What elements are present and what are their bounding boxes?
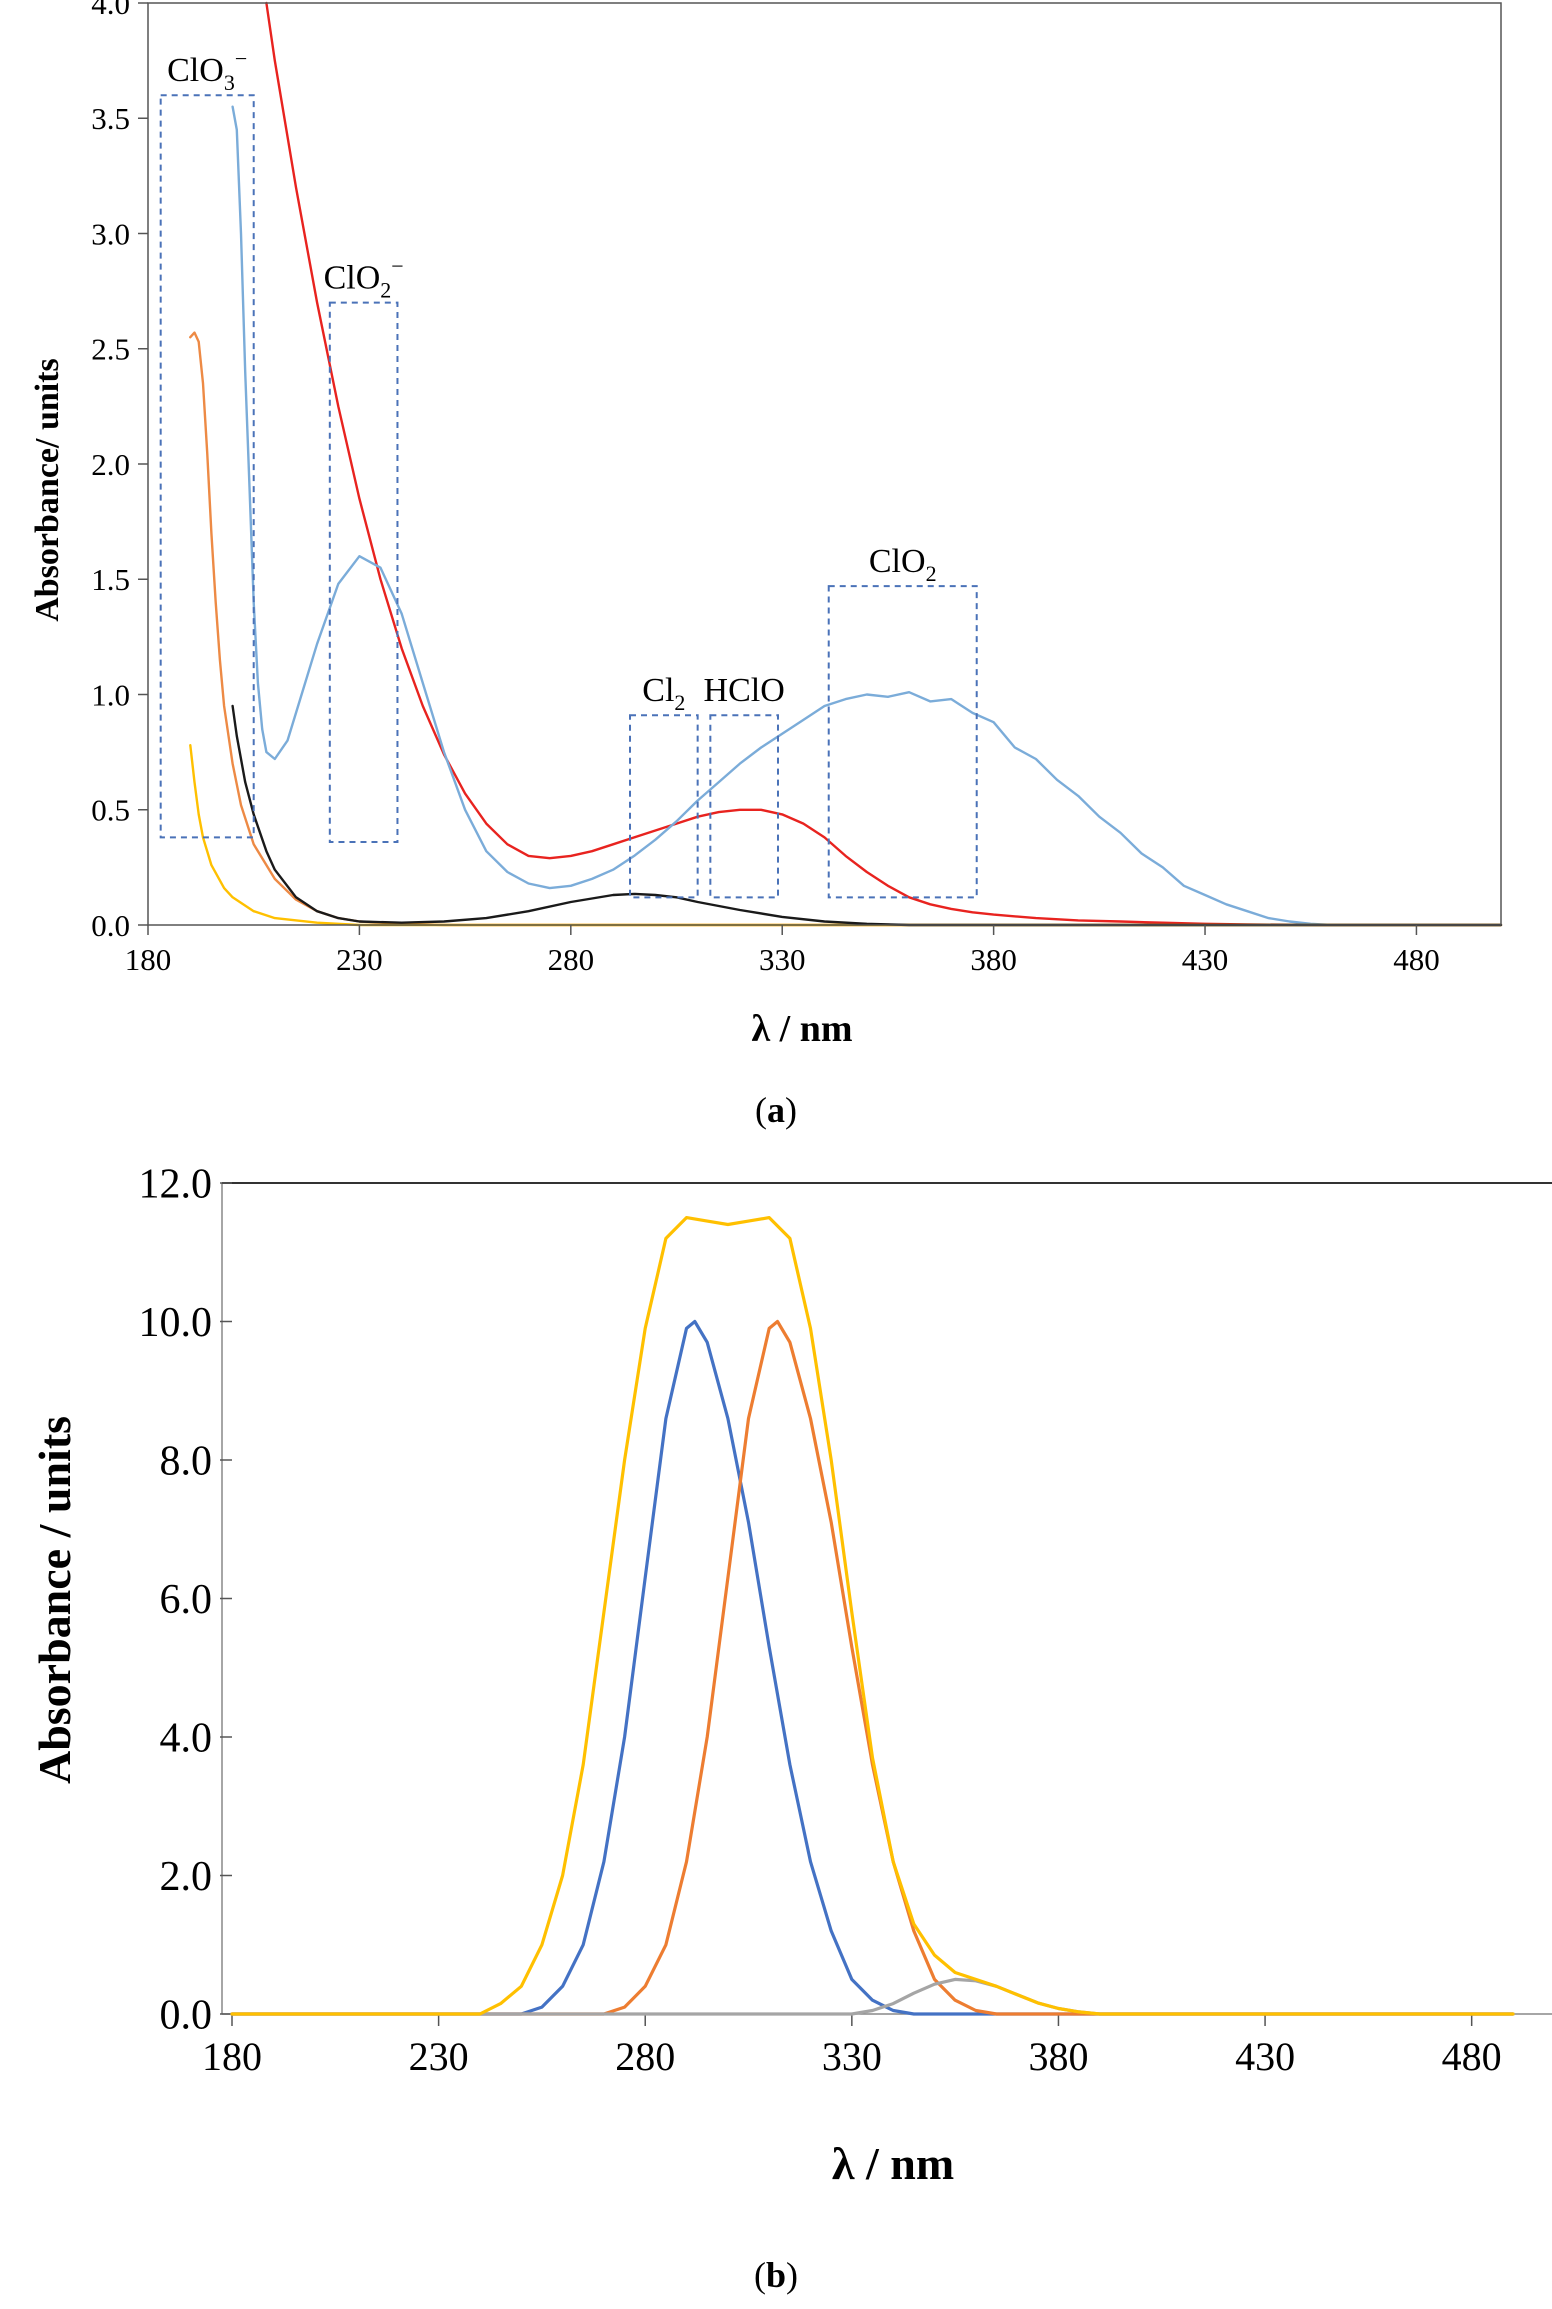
panel-b-y-axis-label: Absorbance / units <box>29 1416 80 1784</box>
panel-a-caption: (a) <box>755 1090 797 1130</box>
y-tick-label: 3.5 <box>91 101 130 136</box>
y-tick-label: 4.0 <box>91 0 130 21</box>
y-tick-label: 1.5 <box>91 562 130 597</box>
x-tick-label: 480 <box>1442 2034 1502 2079</box>
annotation-label: ClO3− <box>167 46 247 95</box>
panel-b-y-ticks: 0.0 2.0 4.0 6.0 8.0 10.0 12.0 <box>139 1162 232 2039</box>
series-line-4 <box>230 1216 1515 2016</box>
panel-a-caption-letter: a <box>767 1090 785 1130</box>
y-tick-label: 8.0 <box>160 1439 213 1485</box>
panel-a-y-ticks: 0.0 0.5 1.0 1.5 2.0 2.5 3.0 3.5 4.0 <box>91 0 148 943</box>
annotation-label: HClO <box>704 672 785 709</box>
x-tick-label: 280 <box>548 942 595 977</box>
y-tick-label: 2.0 <box>160 1854 213 1900</box>
y-tick-label: 0.0 <box>91 908 130 943</box>
panel-a-curves <box>189 1 1503 927</box>
panel-b-caption-letter: b <box>766 2255 786 2295</box>
x-tick-label: 430 <box>1235 2034 1295 2079</box>
annotation-label: ClO2− <box>324 254 404 303</box>
x-tick-label: 330 <box>759 942 806 977</box>
series-line-1 <box>265 1 1503 927</box>
series-line-2 <box>231 105 1503 927</box>
x-tick-label: 230 <box>409 2034 469 2079</box>
panel-a-x-axis-label: λ / nm <box>751 1008 852 1050</box>
x-tick-label: 380 <box>970 942 1017 977</box>
y-tick-label: 10.0 <box>139 1300 213 1346</box>
x-tick-label: 280 <box>615 2034 675 2079</box>
x-tick-label: 180 <box>202 2034 262 2079</box>
series-line-1 <box>230 1319 1515 2016</box>
x-tick-label: 430 <box>1182 942 1229 977</box>
x-tick-label: 480 <box>1393 942 1440 977</box>
y-tick-label: 3.0 <box>91 216 130 251</box>
y-tick-label: 0.0 <box>160 1993 213 2039</box>
y-tick-label: 4.0 <box>160 1716 213 1762</box>
series-line-4 <box>189 744 1503 927</box>
panel-a-chart: ClO3− ClO2− Cl2 HClO ClO2 0.0 0.5 1.0 1.5 2.0 2.5… <box>29 0 1503 1130</box>
series-line-5 <box>231 704 1503 927</box>
x-tick-label: 230 <box>336 942 383 977</box>
y-tick-label: 2.5 <box>91 332 130 367</box>
x-tick-label: 330 <box>822 2034 882 2079</box>
panel-a-x-ticks: 180 230 280 330 380 430 480 <box>125 925 1440 977</box>
series-line-2 <box>230 1319 1515 2016</box>
panel-b-x-ticks: 180 230 280 330 380 430 480 <box>202 2014 1502 2079</box>
x-tick-label: 180 <box>125 942 172 977</box>
panel-b-chart: 0.0 2.0 4.0 6.0 8.0 10.0 12.0 180 230 280 330 380 4… <box>29 1162 1552 2295</box>
y-tick-label: 1.0 <box>91 677 130 712</box>
annotation-box <box>328 301 399 844</box>
annotation-label: ClO2 <box>869 543 937 586</box>
panel-a-annotation-boxes: ClO3− ClO2− Cl2 HClO ClO2 <box>159 46 978 899</box>
panel-a-y-axis-label: Absorbance/ units <box>29 358 66 622</box>
annotation-box <box>709 714 779 899</box>
panel-b-x-axis-label: λ / nm <box>832 2138 954 2189</box>
x-tick-label: 380 <box>1028 2034 1088 2079</box>
panel-b-curves <box>230 1216 1515 2016</box>
y-tick-label: 2.0 <box>91 447 130 482</box>
panel-b-caption: (b) <box>754 2255 798 2295</box>
annotation-box <box>159 94 255 839</box>
y-tick-label: 0.5 <box>91 793 130 828</box>
annotation-box <box>827 585 978 899</box>
annotation-label: Cl2 <box>642 672 685 715</box>
y-tick-label: 6.0 <box>160 1577 213 1623</box>
y-tick-label: 12.0 <box>139 1162 213 1208</box>
annotation-box <box>629 714 699 899</box>
